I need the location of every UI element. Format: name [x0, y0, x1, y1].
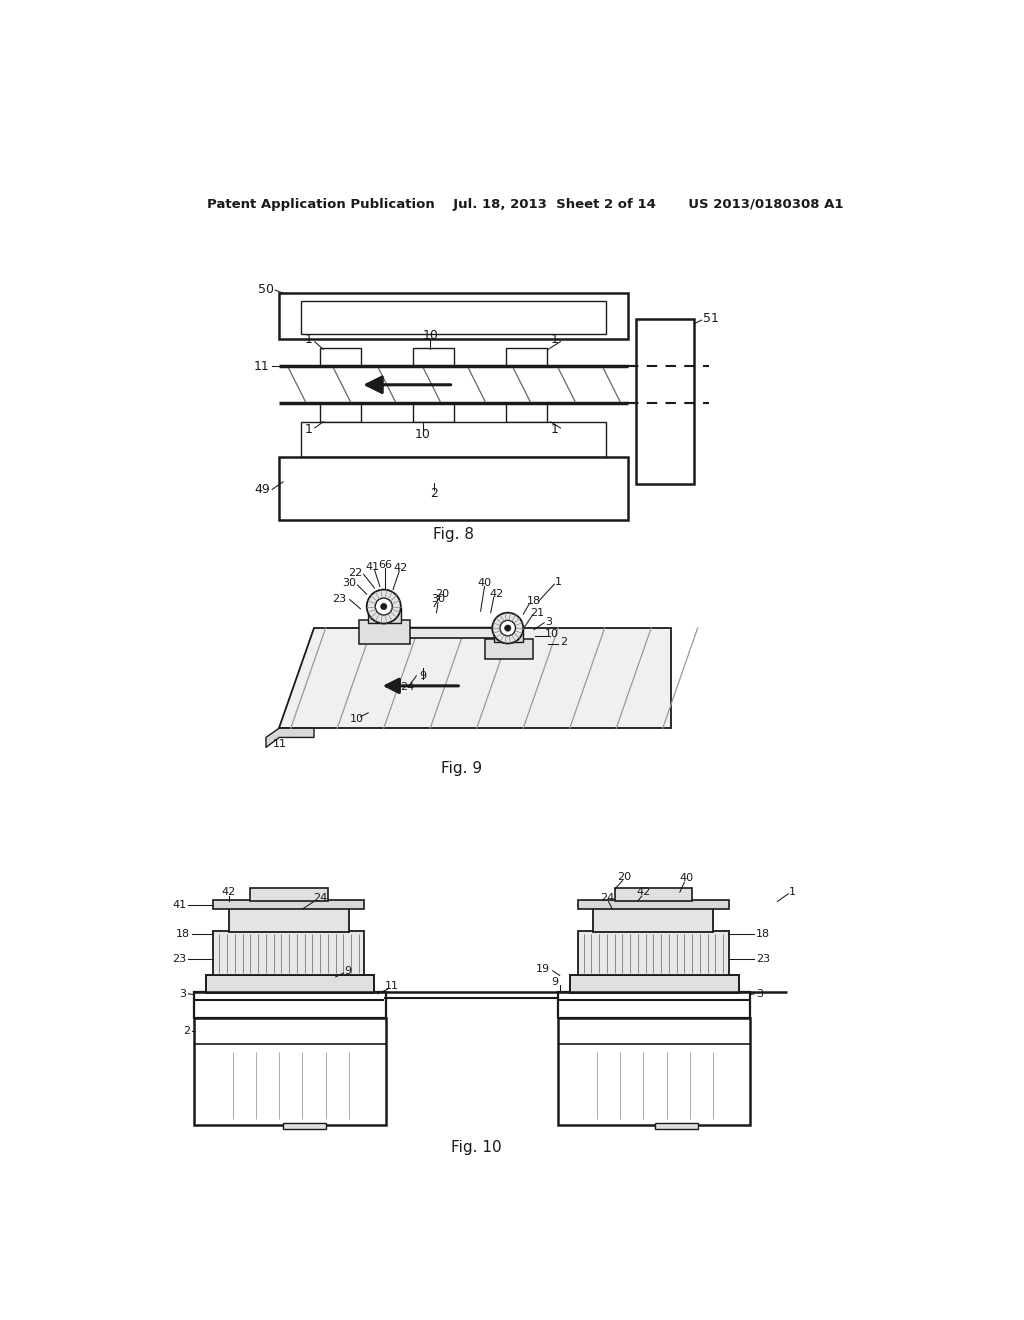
Circle shape [500, 620, 515, 636]
Bar [194, 1019, 386, 1125]
Bar [213, 900, 365, 909]
Text: 30: 30 [342, 578, 356, 589]
Text: 40: 40 [679, 874, 693, 883]
Circle shape [381, 603, 387, 610]
Bar [506, 348, 547, 367]
Bar [614, 887, 692, 902]
Text: 42: 42 [393, 564, 408, 573]
Text: 42: 42 [636, 887, 650, 898]
Bar [578, 931, 729, 975]
Text: 3: 3 [546, 616, 552, 627]
Bar [228, 908, 349, 932]
Bar [283, 1123, 326, 1130]
Circle shape [493, 612, 523, 644]
Bar [359, 620, 410, 644]
Text: 18: 18 [176, 929, 190, 939]
Text: 42: 42 [221, 887, 236, 898]
Text: 3: 3 [179, 989, 186, 999]
Bar [558, 1019, 751, 1125]
Bar [280, 293, 628, 339]
Text: 50: 50 [258, 282, 273, 296]
Text: 51: 51 [703, 312, 719, 325]
Text: 41: 41 [172, 899, 186, 909]
Circle shape [367, 590, 400, 623]
Text: 10: 10 [349, 714, 364, 723]
Bar [558, 993, 751, 1019]
Text: 20: 20 [435, 589, 449, 599]
Text: 21: 21 [530, 607, 545, 618]
Bar [494, 628, 523, 642]
Bar [578, 900, 729, 909]
Bar [321, 404, 360, 422]
Text: 24: 24 [400, 681, 414, 692]
Text: 1: 1 [790, 887, 796, 898]
Bar [280, 457, 628, 520]
Text: 18: 18 [756, 929, 770, 939]
Text: 10: 10 [415, 428, 430, 441]
Text: 23: 23 [756, 954, 770, 964]
Text: Patent Application Publication    Jul. 18, 2013  Sheet 2 of 14       US 2013/018: Patent Application Publication Jul. 18, … [207, 198, 843, 211]
Text: Fig. 9: Fig. 9 [440, 760, 482, 776]
Bar [506, 404, 547, 422]
Bar [301, 301, 606, 334]
Text: 11: 11 [272, 739, 287, 748]
Circle shape [505, 626, 511, 631]
Text: 66: 66 [378, 560, 392, 570]
Bar [484, 639, 532, 659]
Text: 10: 10 [545, 630, 559, 639]
Text: 18: 18 [527, 597, 541, 606]
Bar [414, 348, 454, 367]
Bar [213, 931, 365, 975]
Polygon shape [280, 628, 671, 729]
Bar [206, 974, 375, 993]
Text: 1: 1 [555, 577, 561, 587]
Text: Fig. 8: Fig. 8 [433, 527, 474, 541]
Text: 9: 9 [419, 671, 426, 681]
Bar [251, 887, 328, 902]
Text: 23: 23 [172, 954, 186, 964]
Text: 2: 2 [183, 1026, 190, 1036]
Text: 1: 1 [551, 422, 559, 436]
Bar [593, 908, 713, 932]
Bar [636, 318, 693, 484]
Text: 40: 40 [477, 578, 492, 589]
Text: 19: 19 [537, 964, 550, 974]
Text: 24: 24 [313, 894, 328, 903]
Text: 42: 42 [489, 589, 503, 599]
Polygon shape [266, 729, 314, 747]
Text: 30: 30 [431, 594, 445, 603]
Text: 49: 49 [254, 483, 270, 496]
Text: 9: 9 [344, 966, 351, 975]
Text: Fig. 10: Fig. 10 [452, 1140, 502, 1155]
Text: 3: 3 [756, 989, 763, 999]
Bar [369, 607, 400, 623]
Text: 2: 2 [560, 638, 567, 647]
Bar [367, 628, 508, 638]
Text: 11: 11 [254, 360, 270, 372]
Text: 23: 23 [333, 594, 346, 603]
Bar [655, 1123, 697, 1130]
Text: 20: 20 [616, 871, 631, 882]
Bar [301, 422, 606, 457]
Bar [194, 993, 386, 1019]
Text: 1: 1 [304, 422, 312, 436]
Text: 2: 2 [430, 487, 438, 500]
Text: 1: 1 [551, 333, 559, 346]
Bar [414, 404, 454, 422]
Bar [569, 974, 738, 993]
Text: 22: 22 [348, 568, 362, 578]
Text: 11: 11 [384, 981, 398, 991]
Text: 24: 24 [600, 894, 614, 903]
Text: 10: 10 [422, 329, 438, 342]
Text: 1: 1 [304, 333, 312, 346]
Text: 9: 9 [551, 977, 558, 987]
Text: 41: 41 [366, 561, 380, 572]
Bar [321, 348, 360, 367]
Circle shape [375, 598, 392, 615]
